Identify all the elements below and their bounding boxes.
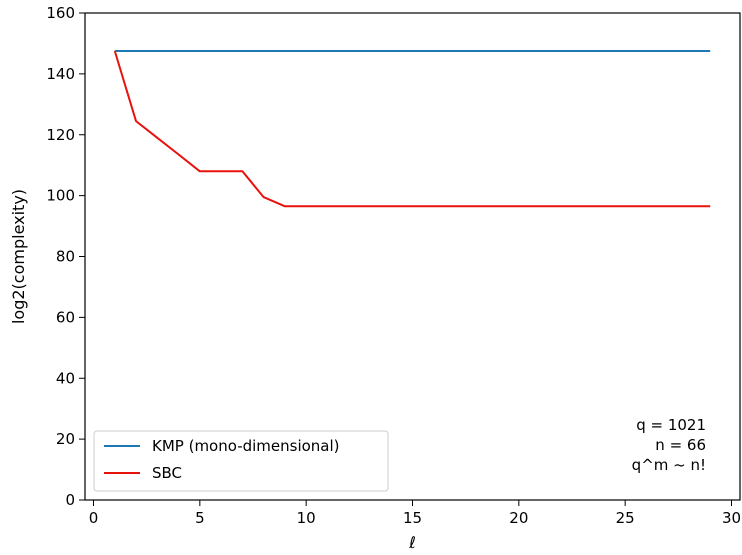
x-tick-label: 20 xyxy=(509,509,528,527)
legend: KMP (mono-dimensional) SBC xyxy=(93,430,389,492)
y-tick-label: 0 xyxy=(65,491,75,509)
legend-label-kmp: KMP (mono-dimensional) xyxy=(152,437,340,455)
x-tick-label: 25 xyxy=(616,509,635,527)
parameter-annotations: q = 1021 n = 66 q^m ~ n! xyxy=(632,416,706,474)
x-axis-label: ℓ xyxy=(408,533,416,552)
y-tick-label: 160 xyxy=(46,4,75,22)
x-tick-label: 10 xyxy=(297,509,316,527)
annotation-qm: q^m ~ n! xyxy=(632,456,706,474)
x-tick-label: 5 xyxy=(195,509,205,527)
x-tick-label: 0 xyxy=(89,509,99,527)
annotation-q: q = 1021 xyxy=(636,416,706,434)
legend-label-sbc: SBC xyxy=(152,464,182,482)
y-tick-label: 140 xyxy=(46,65,75,83)
legend-box xyxy=(93,430,389,492)
x-tick-label: 15 xyxy=(403,509,422,527)
plot-area-frame xyxy=(84,12,741,501)
y-tick-label: 120 xyxy=(46,126,75,144)
y-tick-label: 40 xyxy=(56,369,75,387)
axis-ticks: 0 5 10 15 20 25 30 0 20 40 60 80 100 120 140 160 xyxy=(46,4,741,527)
y-tick-label: 100 xyxy=(46,187,75,205)
series-line-sbc xyxy=(113,50,711,208)
y-axis-label: log2(complexity) xyxy=(9,189,28,324)
y-tick-label: 80 xyxy=(56,248,75,266)
series-lines xyxy=(113,50,711,208)
y-tick-label: 20 xyxy=(56,430,75,448)
annotation-n: n = 66 xyxy=(655,436,706,454)
x-tick-label: 30 xyxy=(722,509,741,527)
y-tick-label: 60 xyxy=(56,308,75,326)
